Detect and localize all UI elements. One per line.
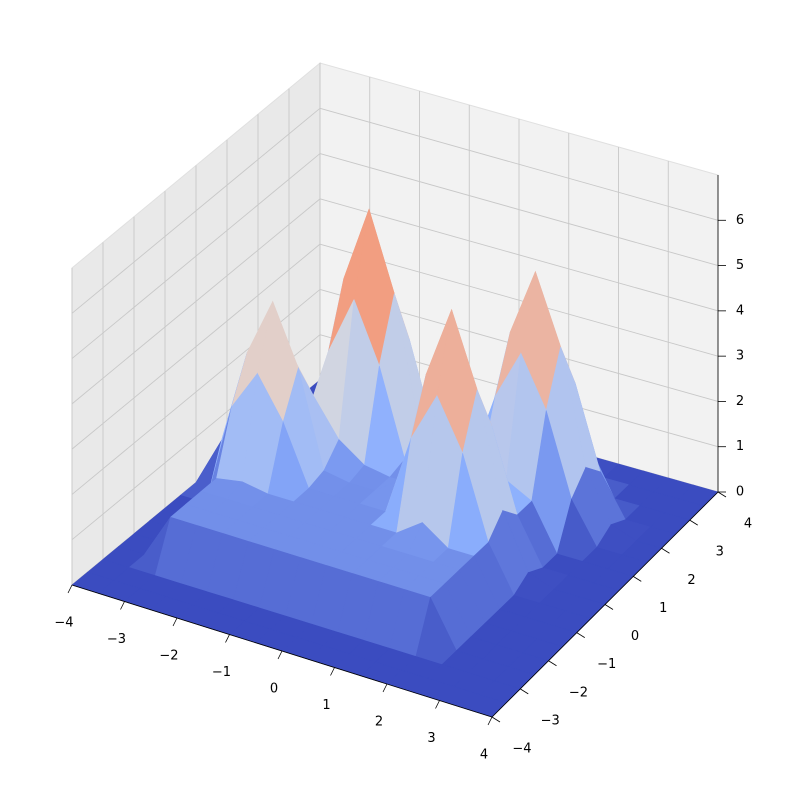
tick-mark [633, 576, 642, 582]
x-tick-label: −3 [107, 632, 126, 647]
y-tick-label: 1 [659, 601, 667, 616]
tick-mark [487, 716, 493, 726]
tick-mark [435, 700, 440, 709]
z-tick-label: 1 [736, 439, 744, 454]
tick-mark [661, 547, 670, 554]
y-tick-label: −2 [569, 685, 588, 700]
y-tick-label: 3 [716, 545, 724, 560]
grid-line [319, 153, 719, 267]
grid-line [319, 198, 719, 312]
tick-mark [225, 634, 230, 643]
grid-line [319, 243, 719, 357]
tick-mark [689, 519, 698, 526]
tick-mark [277, 650, 283, 660]
x-tick-label: −1 [212, 665, 231, 680]
tick-mark [520, 688, 529, 695]
tick-mark [330, 667, 335, 676]
grid-line [71, 153, 321, 359]
x-tick-label: −4 [54, 616, 73, 631]
z-tick-label: 5 [736, 258, 744, 273]
y-tick-label: −4 [512, 742, 531, 757]
tick-mark [576, 632, 585, 638]
y-tick-label: 4 [744, 517, 752, 532]
y-tick-label: 2 [687, 573, 695, 588]
tick-mark [604, 604, 614, 610]
z-tick-label: 2 [736, 394, 744, 409]
y-tick-label: 0 [631, 629, 639, 644]
x-tick-label: 1 [322, 698, 330, 713]
x-tick-label: 3 [427, 731, 435, 746]
grid-line [71, 107, 321, 314]
tick-mark [548, 660, 557, 667]
z-tick-label: 6 [736, 213, 744, 228]
x-tick-label: 2 [375, 715, 383, 730]
tick-mark [172, 617, 178, 627]
z-tick-label: 0 [736, 485, 744, 500]
grid-line [71, 198, 321, 405]
grid-line [71, 243, 321, 450]
x-tick-label: 0 [270, 682, 278, 697]
z-tick-label: 3 [736, 349, 744, 364]
x-tick-label: 4 [480, 748, 488, 763]
grid-line [319, 107, 719, 221]
tick-mark [491, 716, 501, 723]
y-tick-label: −1 [597, 657, 616, 672]
tick-mark [120, 601, 125, 610]
tick-mark [67, 584, 73, 594]
y-tick-label: −3 [541, 713, 560, 728]
tick-mark [382, 683, 388, 693]
z-tick-label: 4 [736, 303, 744, 318]
x-tick-label: −2 [159, 649, 178, 664]
tick-mark [717, 491, 727, 498]
